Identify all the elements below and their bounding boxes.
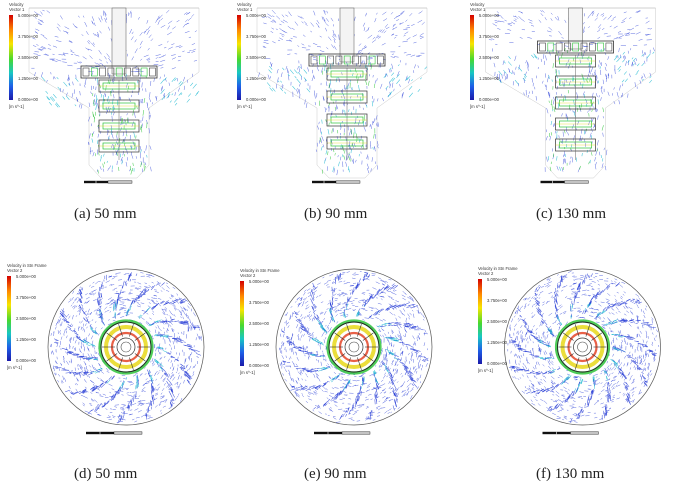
legend-tick: 0.000e+00 (487, 361, 507, 366)
legend-unit: [m s^-1] (237, 104, 252, 109)
legend-tick: 5.000e+00 (479, 13, 499, 18)
vector-field-plot (504, 268, 661, 435)
caption-c: (c) 130 mm (536, 206, 606, 222)
panel-b: Velocity Vector 1 5.000e+00 3.750e+00 2.… (228, 0, 456, 200)
legend-tick: 5.000e+00 (249, 279, 269, 284)
legend-tick: 2.500e+00 (16, 316, 36, 321)
legend-tick: 3.750e+00 (249, 300, 269, 305)
legend-tick: 5.000e+00 (246, 13, 266, 18)
legend-unit: [m s^-1] (470, 104, 485, 109)
legend-tick: 1.250e+00 (487, 340, 507, 345)
legend-tick: 0.000e+00 (249, 363, 269, 368)
legend-tick: 5.000e+00 (16, 274, 36, 279)
panel-a: Velocity Vector 1 5.000e+00 3.750e+00 2.… (0, 0, 228, 200)
legend-tick: 5.000e+00 (487, 277, 507, 282)
legend-subtitle: Vector 2 (240, 273, 256, 278)
legend-title: Velocity in Stn Frame (7, 263, 47, 268)
vector-field-plot (485, 7, 656, 184)
legend-tick: 1.250e+00 (18, 76, 38, 81)
legend-tick: 3.750e+00 (487, 298, 507, 303)
legend-f: Velocity in Stn Frame Vector 2 5.000e+00… (478, 266, 538, 377)
legend-unit: [m s^-1] (240, 370, 255, 375)
caption-f: (f) 130 mm (536, 466, 605, 482)
legend-tick: 2.500e+00 (18, 55, 38, 60)
legend-title: Velocity (9, 2, 24, 7)
legend-unit: [m s^-1] (478, 368, 493, 373)
legend-tick: 1.250e+00 (16, 337, 36, 342)
legend-tick: 3.750e+00 (246, 34, 266, 39)
colorbar (9, 15, 13, 100)
legend-tick: 3.750e+00 (16, 295, 36, 300)
legend-subtitle: Vector 2 (478, 271, 494, 276)
caption-d: (d) 50 mm (74, 466, 138, 482)
legend-tick: 0.000e+00 (479, 97, 499, 102)
panel-c: Velocity Vector 1 5.000e+00 3.750e+00 2.… (456, 0, 685, 200)
panel-d: Velocity in Stn Frame Vector 2 5.000e+00… (0, 255, 228, 450)
legend-e: Velocity in Stn Frame Vector 2 5.000e+00… (240, 268, 300, 379)
legend-tick: 0.000e+00 (18, 97, 38, 102)
legend-subtitle: Vector 1 (237, 7, 253, 12)
legend-subtitle: Vector 2 (7, 268, 23, 273)
legend-tick: 2.500e+00 (479, 55, 499, 60)
caption-a: (a) 50 mm (74, 206, 137, 222)
legend-unit: [m s^-1] (7, 365, 22, 370)
legend-title: Velocity in Stn Frame (240, 268, 280, 273)
caption-e: (e) 90 mm (304, 466, 367, 482)
legend-subtitle: Vector 1 (470, 7, 486, 12)
colorbar (470, 15, 474, 100)
vector-field-plot (28, 7, 200, 184)
legend-subtitle: Vector 1 (9, 7, 25, 12)
colorbar (237, 15, 241, 100)
panel-e: Velocity in Stn Frame Vector 2 5.000e+00… (228, 255, 456, 450)
legend-tick: 5.000e+00 (18, 13, 38, 18)
legend-tick: 1.250e+00 (479, 76, 499, 81)
legend-unit: [m s^-1] (9, 104, 24, 109)
legend-d: Velocity in Stn Frame Vector 2 5.000e+00… (7, 263, 67, 374)
legend-c: Velocity Vector 1 5.000e+00 3.750e+00 2.… (470, 2, 530, 113)
legend-title: Velocity in Stn Frame (478, 266, 518, 271)
legend-tick: 0.000e+00 (246, 97, 266, 102)
vector-field-plot (275, 268, 433, 435)
legend-tick: 3.750e+00 (18, 34, 38, 39)
legend-tick: 0.000e+00 (16, 358, 36, 363)
legend-a: Velocity Vector 1 5.000e+00 3.750e+00 2.… (9, 2, 69, 113)
panel-f: Velocity in Stn Frame Vector 2 5.000e+00… (456, 255, 685, 450)
legend-title: Velocity (237, 2, 252, 7)
legend-tick: 1.250e+00 (246, 76, 266, 81)
colorbar (7, 276, 11, 361)
vector-field-plot (47, 268, 205, 435)
legend-tick: 2.500e+00 (249, 321, 269, 326)
caption-b: (b) 90 mm (304, 206, 368, 222)
vector-field-plot (256, 7, 428, 184)
legend-b: Velocity Vector 1 5.000e+00 3.750e+00 2.… (237, 2, 297, 113)
legend-tick: 3.750e+00 (479, 34, 499, 39)
legend-tick: 2.500e+00 (487, 319, 507, 324)
colorbar (478, 279, 482, 364)
legend-tick: 1.250e+00 (249, 342, 269, 347)
legend-title: Velocity (470, 2, 485, 7)
colorbar (240, 281, 244, 366)
legend-tick: 2.500e+00 (246, 55, 266, 60)
